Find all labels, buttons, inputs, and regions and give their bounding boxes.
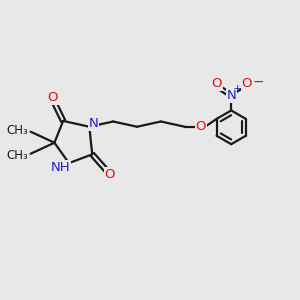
Text: O: O <box>48 91 58 104</box>
Text: O: O <box>195 120 206 133</box>
Text: O: O <box>104 168 115 181</box>
Text: N: N <box>226 89 236 102</box>
Text: −: − <box>253 75 264 89</box>
Text: NH: NH <box>51 161 70 174</box>
Text: O: O <box>242 77 252 90</box>
Text: CH₃: CH₃ <box>7 124 28 137</box>
Text: O: O <box>212 77 222 90</box>
Text: N: N <box>88 117 98 130</box>
Text: +: + <box>233 84 242 94</box>
Text: CH₃: CH₃ <box>7 149 28 162</box>
